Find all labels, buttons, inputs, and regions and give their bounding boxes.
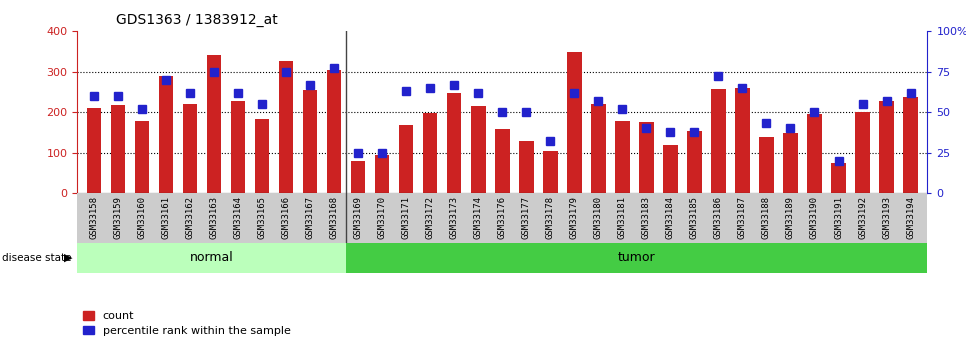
Text: GSM33186: GSM33186 [714,196,723,239]
Text: GSM33189: GSM33189 [786,196,795,239]
Bar [447,93,462,193]
Text: GSM33161: GSM33161 [161,196,171,239]
Bar [543,151,557,193]
Bar [255,119,270,193]
Text: GSM33159: GSM33159 [114,196,123,239]
Bar [496,129,509,193]
Bar [346,243,927,273]
Text: GSM33187: GSM33187 [738,196,747,239]
Text: GSM33168: GSM33168 [329,196,339,239]
Text: GSM33166: GSM33166 [282,196,291,239]
Bar [351,161,365,193]
Bar [832,163,845,193]
Text: GSM33165: GSM33165 [258,196,267,239]
Bar [808,114,822,193]
Text: GSM33184: GSM33184 [666,196,675,239]
Text: GSM33177: GSM33177 [522,196,531,239]
Bar [735,88,750,193]
Bar [231,101,245,193]
Text: tumor: tumor [618,252,656,264]
Text: GSM33158: GSM33158 [90,196,99,239]
Text: normal: normal [190,252,234,264]
Bar [183,104,197,193]
Bar [375,155,389,193]
Text: GSM33179: GSM33179 [570,196,579,239]
Text: GSM33164: GSM33164 [234,196,242,239]
Text: GSM33162: GSM33162 [185,196,194,239]
Bar [639,122,654,193]
Bar [111,105,126,193]
Text: GSM33188: GSM33188 [762,196,771,239]
Text: GSM33178: GSM33178 [546,196,554,239]
Bar [77,243,346,273]
Bar [87,108,101,193]
Text: GSM33176: GSM33176 [497,196,507,239]
Text: disease state: disease state [2,253,71,263]
Text: GSM33183: GSM33183 [641,196,651,239]
Bar [327,70,341,193]
Bar [519,141,533,193]
Bar [591,104,606,193]
Bar [567,52,582,193]
Bar [207,55,221,193]
Text: GSM33172: GSM33172 [426,196,435,239]
Bar [687,131,701,193]
Text: GSM33181: GSM33181 [618,196,627,239]
Text: GSM33163: GSM33163 [210,196,218,239]
Bar [399,125,413,193]
Text: GSM33191: GSM33191 [834,196,843,239]
Text: GSM33171: GSM33171 [402,196,411,239]
Text: GSM33193: GSM33193 [882,196,891,239]
Text: GDS1363 / 1383912_at: GDS1363 / 1383912_at [116,13,277,27]
Bar [759,137,774,193]
Text: GSM33194: GSM33194 [906,196,915,239]
Text: GSM33173: GSM33173 [450,196,459,239]
Text: GSM33190: GSM33190 [810,196,819,239]
Text: GSM33169: GSM33169 [354,196,363,239]
Text: GSM33170: GSM33170 [378,196,386,239]
Bar [279,61,294,193]
Bar [711,89,725,193]
Bar [615,121,630,193]
Bar [879,101,894,193]
Bar [135,121,150,193]
Text: GSM33160: GSM33160 [137,196,147,239]
Bar [159,76,173,193]
Bar [303,90,318,193]
Text: ▶: ▶ [64,253,72,263]
Bar [855,112,869,193]
Text: GSM33167: GSM33167 [305,196,315,239]
Text: GSM33174: GSM33174 [473,196,483,239]
Bar [903,97,918,193]
Text: GSM33180: GSM33180 [594,196,603,239]
Bar [783,133,798,193]
Legend: count, percentile rank within the sample: count, percentile rank within the sample [83,311,291,336]
Bar [423,113,438,193]
Text: GSM33192: GSM33192 [858,196,867,239]
Text: GSM33185: GSM33185 [690,196,699,239]
Bar [664,145,677,193]
Bar [471,106,486,193]
